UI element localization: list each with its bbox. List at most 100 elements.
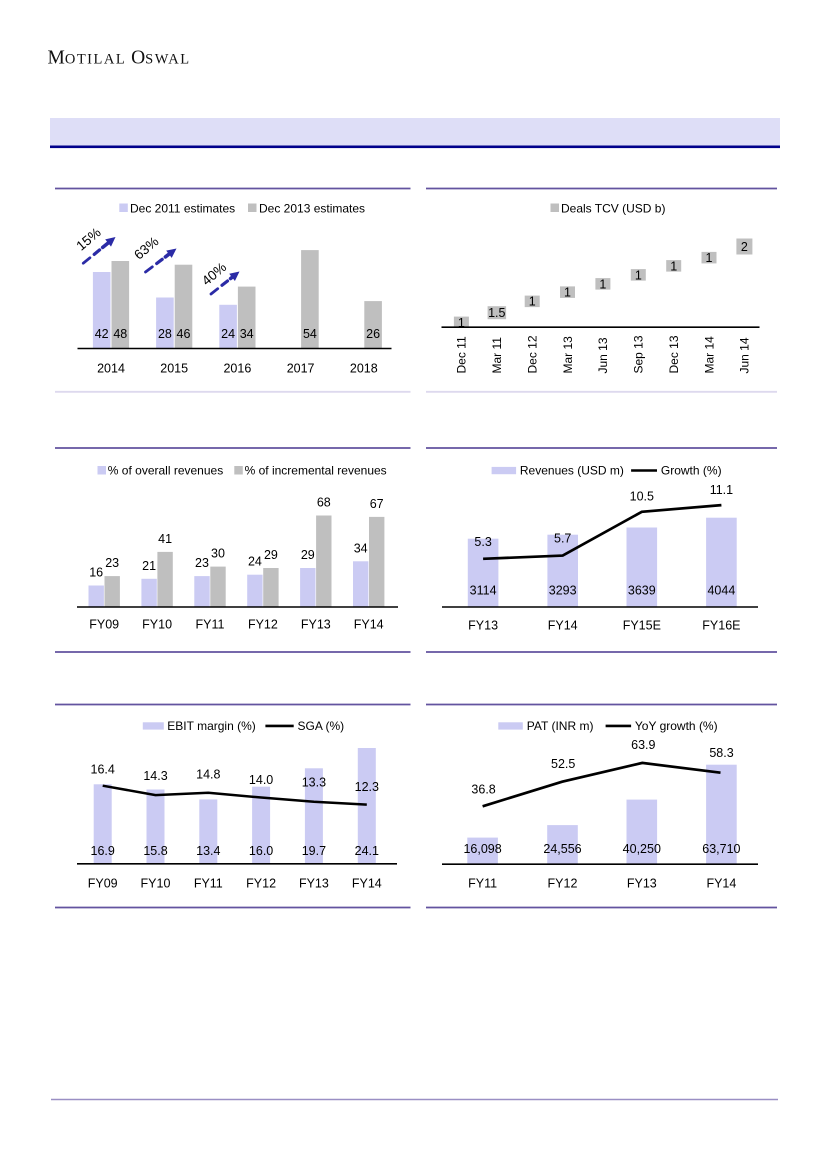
svg-text:Dec 2011 estimates: Dec 2011 estimates bbox=[130, 201, 235, 215]
svg-text:3293: 3293 bbox=[549, 583, 577, 597]
svg-text:42: 42 bbox=[95, 327, 109, 341]
svg-text:FY14: FY14 bbox=[706, 877, 736, 891]
svg-text:5.3: 5.3 bbox=[474, 535, 491, 549]
svg-text:13.4: 13.4 bbox=[196, 844, 220, 858]
svg-text:14.0: 14.0 bbox=[249, 773, 273, 787]
svg-text:40,250: 40,250 bbox=[623, 842, 661, 856]
svg-text:1: 1 bbox=[458, 316, 465, 330]
svg-text:FY09: FY09 bbox=[88, 877, 118, 891]
svg-text:FY11: FY11 bbox=[194, 877, 223, 891]
svg-text:1.5: 1.5 bbox=[488, 306, 505, 320]
svg-text:63%: 63% bbox=[131, 234, 161, 263]
svg-text:58.3: 58.3 bbox=[709, 746, 733, 760]
svg-text:% of incremental revenues: % of incremental revenues bbox=[245, 463, 387, 477]
svg-text:EBIT margin (%): EBIT margin (%) bbox=[167, 719, 255, 733]
svg-text:29: 29 bbox=[301, 548, 315, 562]
svg-text:54: 54 bbox=[303, 327, 317, 341]
svg-text:Mar 11: Mar 11 bbox=[490, 337, 504, 374]
svg-text:3639: 3639 bbox=[628, 583, 656, 597]
svg-text:FY12: FY12 bbox=[246, 877, 276, 891]
svg-text:16.9: 16.9 bbox=[91, 844, 115, 858]
svg-text:FY12: FY12 bbox=[248, 617, 278, 631]
svg-text:1: 1 bbox=[670, 259, 677, 273]
svg-text:Deals TCV (USD b): Deals TCV (USD b) bbox=[561, 201, 665, 215]
svg-text:2016: 2016 bbox=[223, 362, 251, 376]
svg-text:1: 1 bbox=[599, 277, 606, 291]
svg-text:FY15E: FY15E bbox=[623, 619, 661, 633]
svg-text:FY14: FY14 bbox=[354, 617, 384, 631]
svg-text:30: 30 bbox=[211, 547, 225, 561]
svg-text:63.9: 63.9 bbox=[631, 738, 655, 752]
svg-text:Mar 13: Mar 13 bbox=[561, 336, 575, 374]
svg-text:FY10: FY10 bbox=[142, 617, 172, 631]
svg-text:Jun 13: Jun 13 bbox=[596, 337, 610, 373]
svg-text:Jun 14: Jun 14 bbox=[738, 337, 752, 373]
svg-text:FY11: FY11 bbox=[196, 617, 225, 631]
svg-text:PAT (INR m): PAT (INR m) bbox=[527, 719, 594, 733]
svg-text:2014: 2014 bbox=[97, 362, 125, 376]
svg-text:1: 1 bbox=[706, 251, 713, 265]
svg-text:23: 23 bbox=[105, 556, 119, 570]
svg-text:16: 16 bbox=[89, 566, 103, 580]
svg-text:48: 48 bbox=[113, 327, 127, 341]
svg-text:Dec 2013 estimates: Dec 2013 estimates bbox=[259, 201, 365, 215]
svg-text:2015: 2015 bbox=[160, 362, 188, 376]
svg-text:24: 24 bbox=[248, 555, 262, 569]
svg-text:FY13: FY13 bbox=[468, 619, 498, 633]
svg-text:Dec 12: Dec 12 bbox=[526, 335, 540, 373]
svg-text:24: 24 bbox=[221, 327, 235, 341]
svg-text:23: 23 bbox=[195, 556, 209, 570]
svg-text:34: 34 bbox=[354, 541, 368, 555]
svg-text:Sep 13: Sep 13 bbox=[632, 335, 646, 373]
svg-text:FY14: FY14 bbox=[352, 877, 382, 891]
svg-text:15.8: 15.8 bbox=[143, 844, 167, 858]
svg-text:FY13: FY13 bbox=[627, 877, 657, 891]
svg-text:14.8: 14.8 bbox=[196, 767, 220, 781]
svg-text:36.8: 36.8 bbox=[471, 783, 495, 797]
svg-text:FY11: FY11 bbox=[468, 877, 497, 891]
svg-text:1: 1 bbox=[635, 268, 642, 282]
svg-text:34: 34 bbox=[240, 327, 254, 341]
svg-text:Dec 11: Dec 11 bbox=[455, 336, 469, 373]
svg-text:63,710: 63,710 bbox=[702, 842, 740, 856]
svg-text:41: 41 bbox=[158, 532, 172, 546]
svg-text:46: 46 bbox=[177, 327, 191, 341]
svg-text:26: 26 bbox=[366, 327, 380, 341]
svg-text:24.1: 24.1 bbox=[355, 844, 379, 858]
svg-text:16.4: 16.4 bbox=[91, 763, 115, 777]
svg-text:2: 2 bbox=[741, 240, 748, 254]
svg-text:Dec 13: Dec 13 bbox=[667, 335, 681, 373]
svg-text:16,098: 16,098 bbox=[463, 842, 501, 856]
svg-text:67: 67 bbox=[370, 497, 384, 511]
svg-text:3114: 3114 bbox=[470, 583, 497, 597]
svg-text:14.3: 14.3 bbox=[143, 769, 167, 783]
svg-text:16.0: 16.0 bbox=[249, 844, 273, 858]
svg-text:28: 28 bbox=[158, 327, 172, 341]
svg-text:% of overall revenues: % of overall revenues bbox=[108, 463, 223, 477]
svg-text:24,556: 24,556 bbox=[543, 842, 581, 856]
svg-text:2017: 2017 bbox=[287, 362, 315, 376]
svg-text:FY09: FY09 bbox=[89, 617, 119, 631]
svg-text:11.1: 11.1 bbox=[710, 483, 733, 497]
svg-text:Mar 14: Mar 14 bbox=[702, 336, 716, 374]
svg-text:FY10: FY10 bbox=[141, 877, 171, 891]
svg-text:2018: 2018 bbox=[350, 362, 378, 376]
svg-text:FY16E: FY16E bbox=[702, 619, 740, 633]
svg-text:52.5: 52.5 bbox=[551, 757, 575, 771]
svg-text:FY12: FY12 bbox=[548, 877, 578, 891]
svg-text:19.7: 19.7 bbox=[302, 844, 326, 858]
svg-text:YoY growth (%): YoY growth (%) bbox=[635, 719, 718, 733]
svg-text:29: 29 bbox=[264, 548, 278, 562]
svg-text:5.7: 5.7 bbox=[554, 531, 571, 545]
svg-text:68: 68 bbox=[317, 496, 331, 510]
svg-text:10.5: 10.5 bbox=[630, 489, 654, 503]
svg-text:Revenues (USD m): Revenues (USD m) bbox=[520, 463, 624, 477]
svg-text:FY14: FY14 bbox=[548, 619, 578, 633]
svg-text:FY13: FY13 bbox=[301, 617, 331, 631]
svg-text:13.3: 13.3 bbox=[302, 776, 326, 790]
svg-text:MOTILAL OSWAL: MOTILAL OSWAL bbox=[48, 48, 191, 69]
svg-text:FY13: FY13 bbox=[299, 877, 329, 891]
svg-text:1: 1 bbox=[564, 286, 571, 300]
svg-text:1: 1 bbox=[529, 295, 536, 309]
svg-text:SGA (%): SGA (%) bbox=[298, 719, 345, 733]
